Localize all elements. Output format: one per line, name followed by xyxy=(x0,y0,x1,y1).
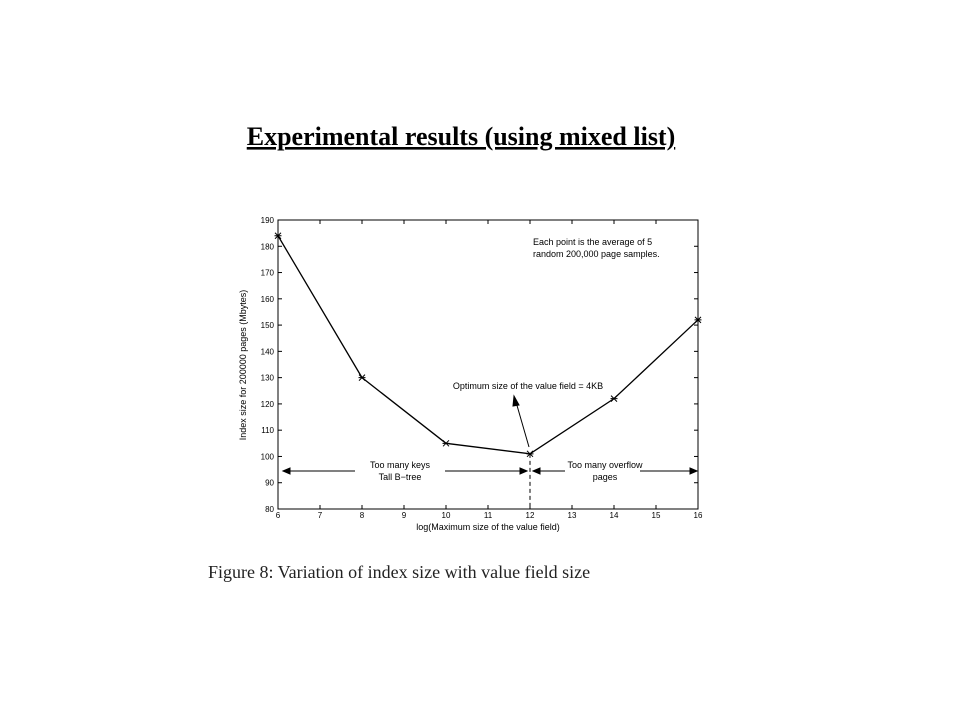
region-label: Tall B−tree xyxy=(379,472,422,482)
arrows xyxy=(281,394,699,475)
x-tick-label: 15 xyxy=(652,511,661,520)
x-tick-label: 6 xyxy=(276,511,281,520)
y-tick-label: 130 xyxy=(261,374,275,383)
note-line: Each point is the average of 5 xyxy=(533,237,652,247)
y-tick-label: 190 xyxy=(261,216,275,225)
x-tick-label: 12 xyxy=(526,511,535,520)
y-tick-label: 120 xyxy=(261,400,275,409)
y-tick-label: 150 xyxy=(261,321,275,330)
x-tick-label: 14 xyxy=(610,511,619,520)
region-label: pages xyxy=(593,472,618,482)
y-tick-label: 170 xyxy=(261,269,275,278)
y-tick-label: 160 xyxy=(261,295,275,304)
region-label: Too many overflow xyxy=(567,460,643,470)
data-point xyxy=(358,374,366,381)
region-label: Too many keys xyxy=(370,460,431,470)
x-tick-label: 8 xyxy=(360,511,365,520)
data-line xyxy=(277,235,699,455)
y-axis-label: Index size for 200000 pages (Mbytes) xyxy=(238,290,248,441)
x-tick-label: 13 xyxy=(568,511,577,520)
figure-caption: Figure 8: Variation of index size with v… xyxy=(208,562,590,582)
x-tick-label: 7 xyxy=(318,511,323,520)
x-tick-label: 11 xyxy=(484,511,493,520)
y-tick-label: 180 xyxy=(261,242,275,251)
data-point xyxy=(526,450,534,458)
y-tick-label: 80 xyxy=(265,505,274,514)
note-line: random 200,000 page samples. xyxy=(533,249,660,259)
data-point xyxy=(610,395,618,403)
data-point xyxy=(274,232,282,240)
data-point xyxy=(694,316,702,324)
x-tick-label: 10 xyxy=(442,511,451,520)
optimum-label: Optimum size of the value field = 4KB xyxy=(453,381,603,391)
x-tick-label: 16 xyxy=(694,511,703,520)
data-point xyxy=(442,439,450,447)
y-tick-label: 140 xyxy=(261,347,275,356)
slide-title: Experimental results (using mixed list) xyxy=(247,122,676,151)
x-tick-label: 9 xyxy=(402,511,407,520)
y-tick-label: 110 xyxy=(261,426,274,435)
x-axis-label: log(Maximum size of the value field) xyxy=(416,522,560,532)
y-tick-label: 90 xyxy=(265,479,274,488)
y-tick-label: 100 xyxy=(261,452,275,461)
